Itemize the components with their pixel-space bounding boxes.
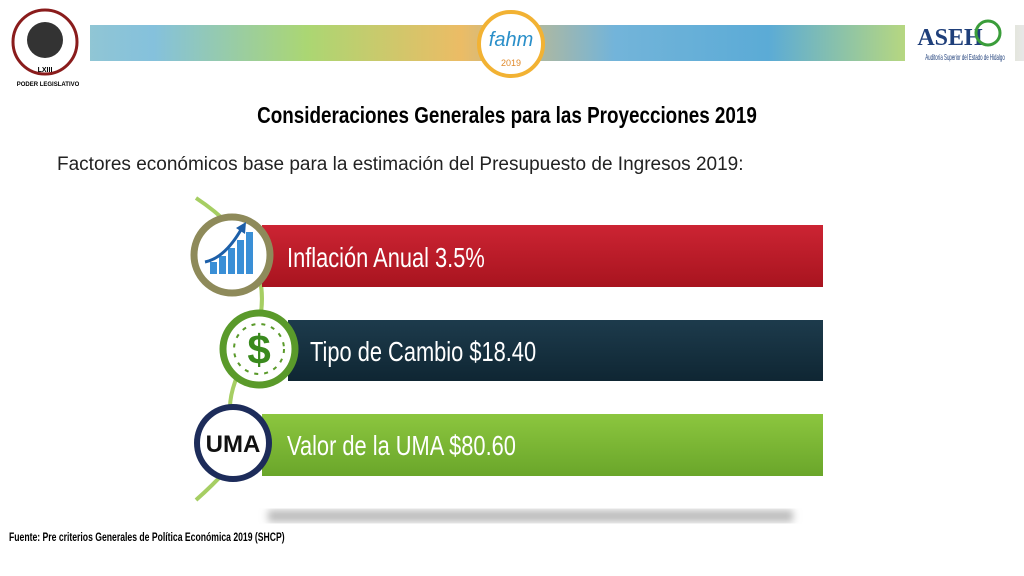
item-label: Inflación Anual 3.5% <box>287 242 485 273</box>
left-logo-legislature: LXIII <box>38 67 53 74</box>
left-logo-emblem <box>27 22 63 58</box>
center-logo-year: 2019 <box>501 58 521 68</box>
icon-circle <box>219 309 299 389</box>
icon-text: UMA <box>206 431 261 458</box>
source-note: Fuente: Pre criterios Generales de Polít… <box>9 532 285 545</box>
right-logo-subtitle: Auditoría Superior del Estado de Hidalgo <box>925 54 1005 63</box>
item-bar <box>262 225 823 287</box>
slide-title: Consideraciones Generales para las Proye… <box>257 103 757 128</box>
shadow <box>268 510 793 522</box>
icon-symbol: $ <box>247 326 270 373</box>
item-bar <box>262 414 823 476</box>
center-logo-name: fahm <box>489 29 533 51</box>
right-logo-ring <box>974 19 1002 47</box>
center-logo <box>477 10 545 78</box>
slide-subtitle: Factores económicos base para la estimac… <box>57 154 744 175</box>
item-label: Valor de la UMA $80.60 <box>287 430 516 461</box>
right-logo-name: ASEH <box>917 25 983 51</box>
item-bar <box>288 320 823 381</box>
left-logo-caption: PODER LEGISLATIVO <box>17 82 80 88</box>
item-label: Tipo de Cambio $18.40 <box>310 336 536 367</box>
icon-circle <box>194 404 272 482</box>
chart-icon <box>204 222 253 274</box>
icon-ring <box>233 323 285 375</box>
